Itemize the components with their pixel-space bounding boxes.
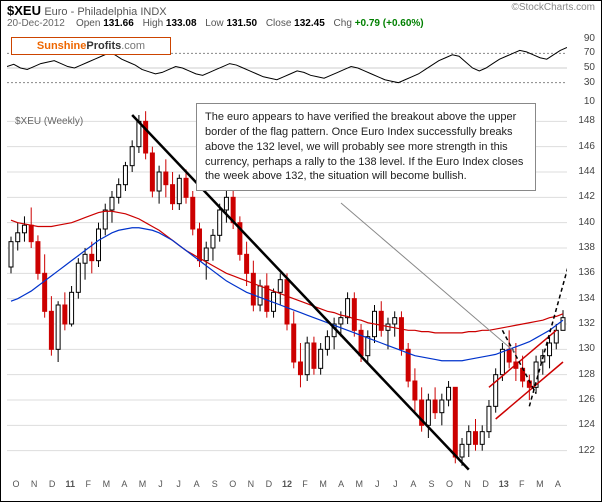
x-tick: M bbox=[314, 479, 332, 495]
x-tick: J bbox=[368, 479, 386, 495]
watermark-com: .com bbox=[121, 40, 145, 52]
ticker-symbol: $XEU bbox=[7, 3, 41, 18]
chg-value: +0.79 (+0.60%) bbox=[355, 18, 424, 29]
x-tick: 11 bbox=[61, 479, 79, 495]
x-tick: F bbox=[513, 479, 531, 495]
annotation-text: The euro appears to have verified the br… bbox=[205, 111, 523, 182]
panel-label: $XEU (Weekly) bbox=[15, 116, 83, 127]
x-tick: J bbox=[386, 479, 404, 495]
x-tick: D bbox=[260, 479, 278, 495]
ohlc-row: 20-Dec-2012 Open 131.66 High 133.08 Low … bbox=[7, 18, 595, 29]
x-tick: 12 bbox=[278, 479, 296, 495]
x-tick: F bbox=[296, 479, 314, 495]
open-label: Open bbox=[76, 18, 100, 29]
x-tick: S bbox=[422, 479, 440, 495]
high-value: 133.08 bbox=[166, 18, 197, 29]
close-value: 132.45 bbox=[294, 18, 325, 29]
x-tick: A bbox=[115, 479, 133, 495]
rsi-tick: 50 bbox=[584, 62, 595, 73]
price-tick: 136 bbox=[578, 267, 595, 278]
watermark-sun: Sunshine bbox=[37, 40, 87, 52]
rsi-tick: 70 bbox=[584, 47, 595, 58]
x-tick: S bbox=[206, 479, 224, 495]
close-label: Close bbox=[266, 18, 292, 29]
x-tick: A bbox=[404, 479, 422, 495]
price-tick: 132 bbox=[578, 318, 595, 329]
x-tick: N bbox=[25, 479, 43, 495]
price-tick-top: 10 bbox=[584, 96, 595, 107]
price-tick: 126 bbox=[578, 394, 595, 405]
price-tick: 122 bbox=[578, 445, 595, 456]
price-tick: 128 bbox=[578, 369, 595, 380]
low-value: 131.50 bbox=[226, 18, 257, 29]
x-tick: D bbox=[43, 479, 61, 495]
price-tick: 144 bbox=[578, 166, 595, 177]
x-tick: M bbox=[97, 479, 115, 495]
high-label: High bbox=[143, 18, 164, 29]
x-tick: 13 bbox=[495, 479, 513, 495]
x-axis: OND11FMAMJJASOND12FMAMJJASOND13FMA bbox=[7, 479, 567, 495]
open-value: 131.66 bbox=[103, 18, 134, 29]
x-tick: A bbox=[332, 479, 350, 495]
x-tick: M bbox=[133, 479, 151, 495]
annotation-box: The euro appears to have verified the br… bbox=[196, 103, 536, 191]
x-tick: J bbox=[170, 479, 188, 495]
rsi-tick: 30 bbox=[584, 77, 595, 88]
x-tick: A bbox=[549, 479, 567, 495]
price-tick: 140 bbox=[578, 217, 595, 228]
x-tick: M bbox=[531, 479, 549, 495]
chart-container: ©StockCharts.com $XEU Euro - Philadelphi… bbox=[0, 0, 602, 502]
attribution: ©StockCharts.com bbox=[511, 2, 595, 13]
x-tick: D bbox=[477, 479, 495, 495]
x-tick: M bbox=[350, 479, 368, 495]
price-tick: 146 bbox=[578, 141, 595, 152]
rsi-tick: 90 bbox=[584, 33, 595, 44]
price-tick: 142 bbox=[578, 191, 595, 202]
chg-label: Chg bbox=[334, 18, 352, 29]
ticker-line: $XEU Euro - Philadelphia INDX bbox=[7, 3, 595, 18]
price-tick: 138 bbox=[578, 242, 595, 253]
x-tick: F bbox=[79, 479, 97, 495]
chart-header: ©StockCharts.com $XEU Euro - Philadelphi… bbox=[1, 1, 601, 31]
low-label: Low bbox=[205, 18, 223, 29]
price-tick: 148 bbox=[578, 115, 595, 126]
x-tick: N bbox=[459, 479, 477, 495]
x-tick: O bbox=[7, 479, 25, 495]
chart-date: 20-Dec-2012 bbox=[7, 18, 65, 29]
ticker-description: Euro - Philadelphia INDX bbox=[44, 6, 166, 18]
x-tick: O bbox=[224, 479, 242, 495]
price-tick: 130 bbox=[578, 343, 595, 354]
x-tick: O bbox=[441, 479, 459, 495]
x-tick: J bbox=[152, 479, 170, 495]
watermark-logo: SunshineProfits.com bbox=[11, 37, 171, 55]
x-tick: N bbox=[242, 479, 260, 495]
watermark-prof: Profits bbox=[86, 40, 121, 52]
price-tick: 134 bbox=[578, 293, 595, 304]
x-tick: A bbox=[188, 479, 206, 495]
price-tick: 124 bbox=[578, 419, 595, 430]
